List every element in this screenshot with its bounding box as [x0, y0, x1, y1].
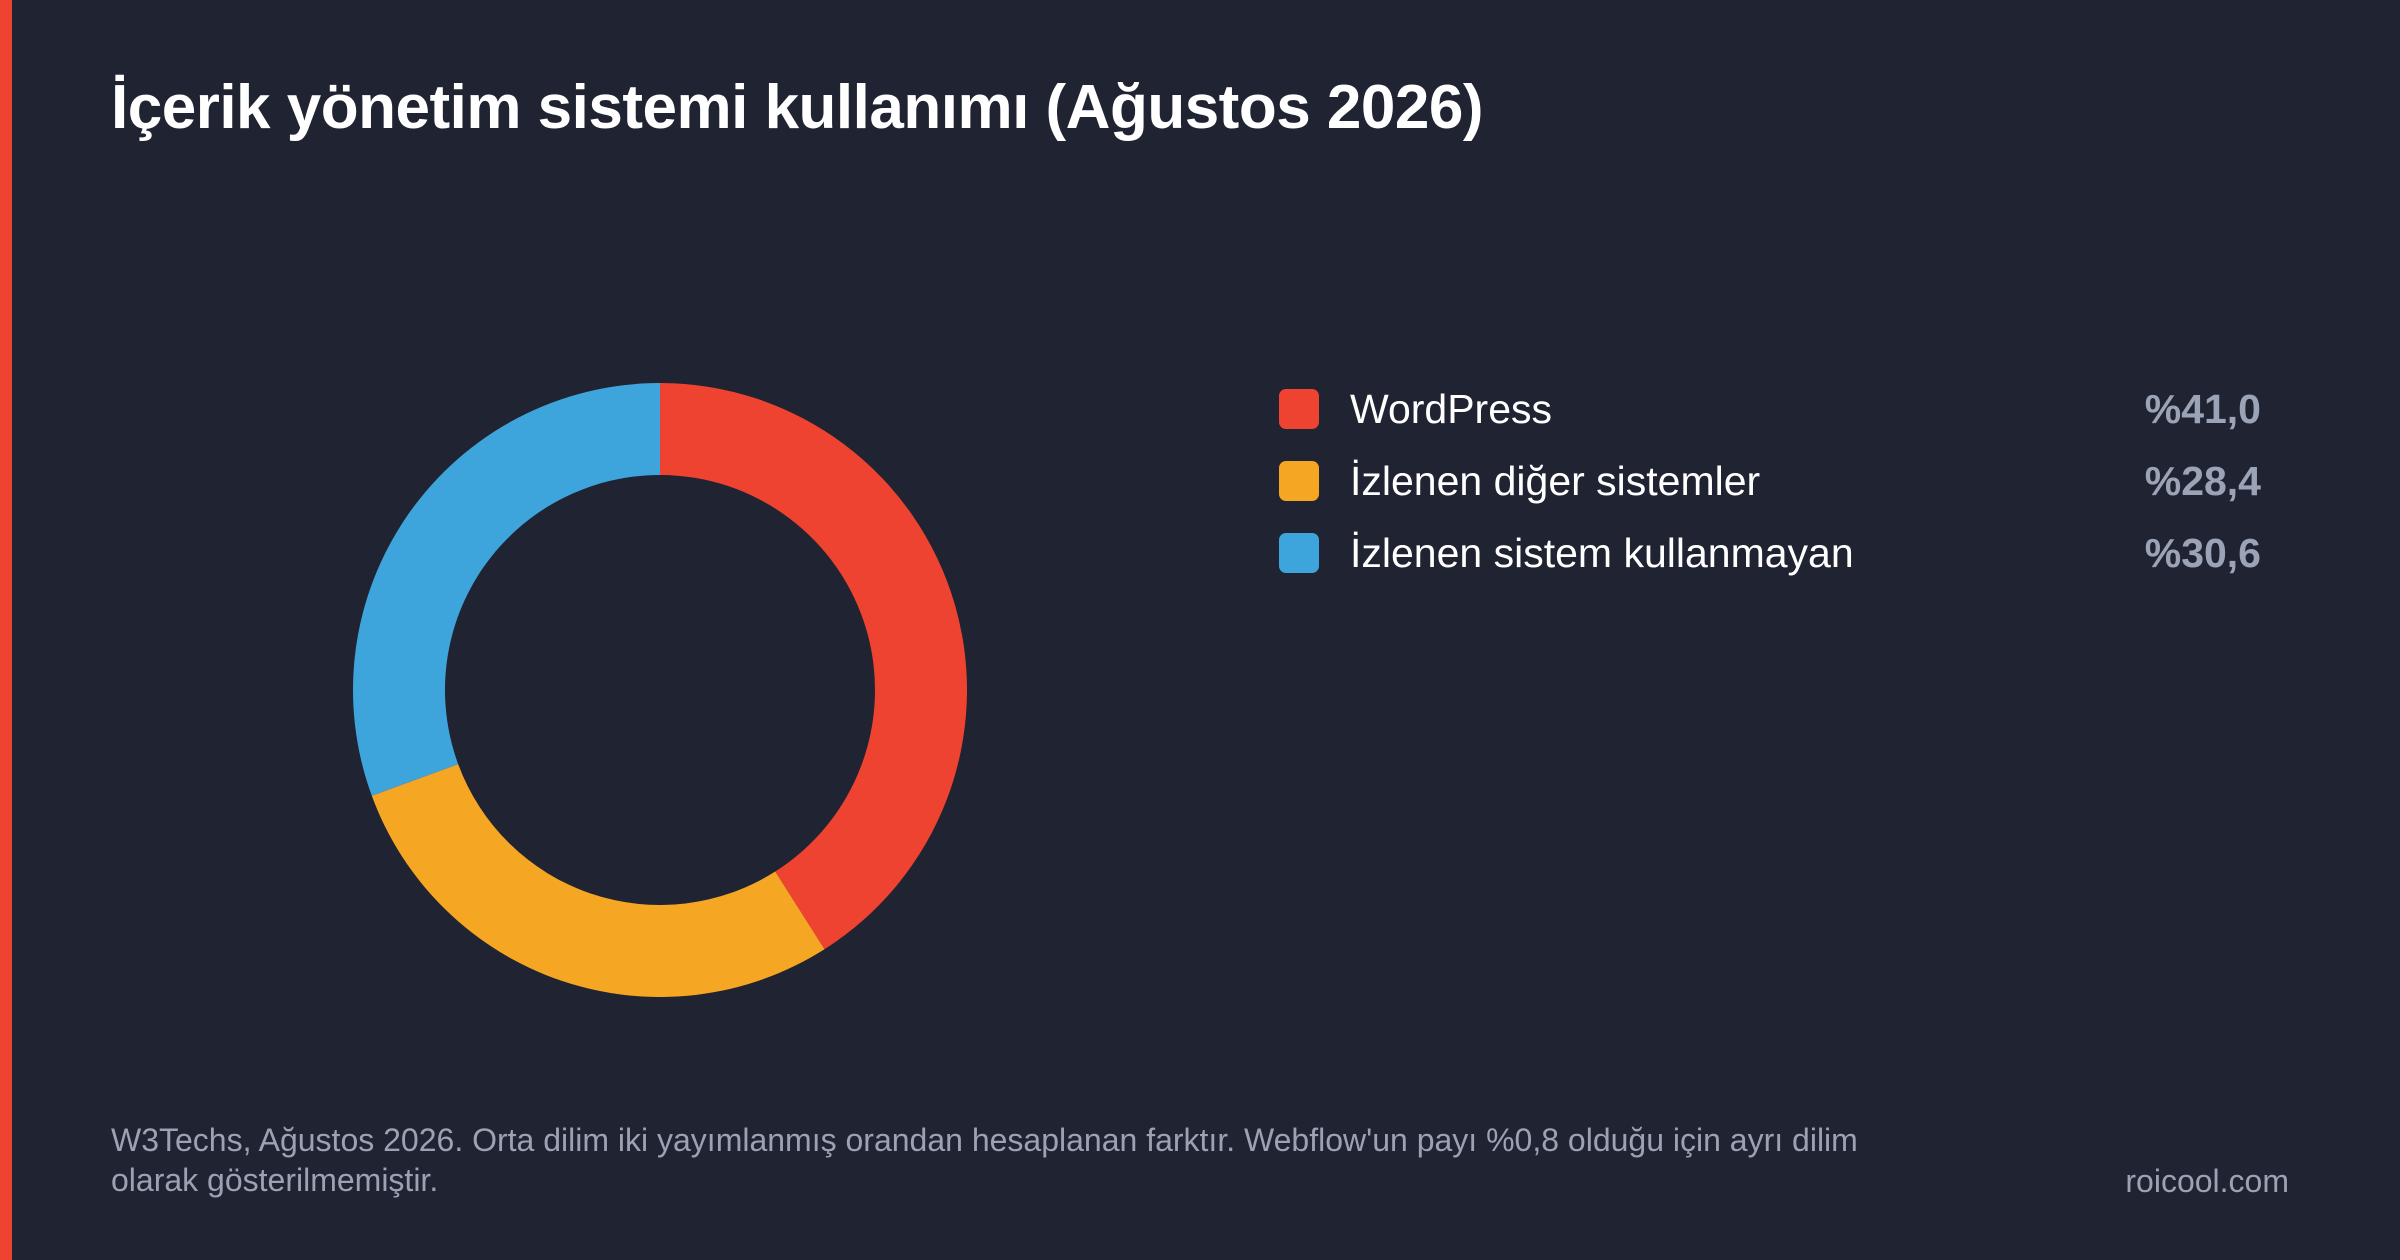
legend-label: İzlenen diğer sistemler: [1350, 457, 1761, 504]
accent-bar: [0, 0, 12, 1260]
legend-item: İzlenen diğer sistemler %28,4: [1279, 445, 2261, 517]
source-note: W3Techs, Ağustos 2026. Orta dilim iki ya…: [111, 1122, 1858, 1198]
legend-item: İzlenen sistem kullanmayan %30,6: [1279, 517, 2261, 589]
legend-swatch: [1279, 533, 1319, 573]
donut-slice-3: [353, 383, 660, 796]
donut-slice-2: [371, 764, 825, 997]
legend-item: WordPress %41,0: [1279, 373, 2261, 445]
legend: WordPress %41,0 İzlenen diğer sistemler …: [1279, 373, 2261, 589]
legend-label: WordPress: [1350, 385, 1553, 432]
legend-swatch: [1279, 461, 1319, 501]
legend-value: %30,6: [2144, 529, 2261, 576]
legend-label: İzlenen sistem kullanmayan: [1350, 529, 1854, 576]
site-credit: roicool.com: [2125, 1163, 2289, 1199]
donut-chart: [353, 383, 967, 997]
legend-value: %41,0: [2144, 385, 2261, 432]
legend-value: %28,4: [2144, 457, 2261, 504]
donut-slice-1: [660, 383, 967, 950]
legend-swatch: [1279, 389, 1319, 429]
chart-title: İçerik yönetim sistemi kullanımı (Ağusto…: [111, 73, 1483, 142]
donut-svg: [353, 383, 967, 997]
